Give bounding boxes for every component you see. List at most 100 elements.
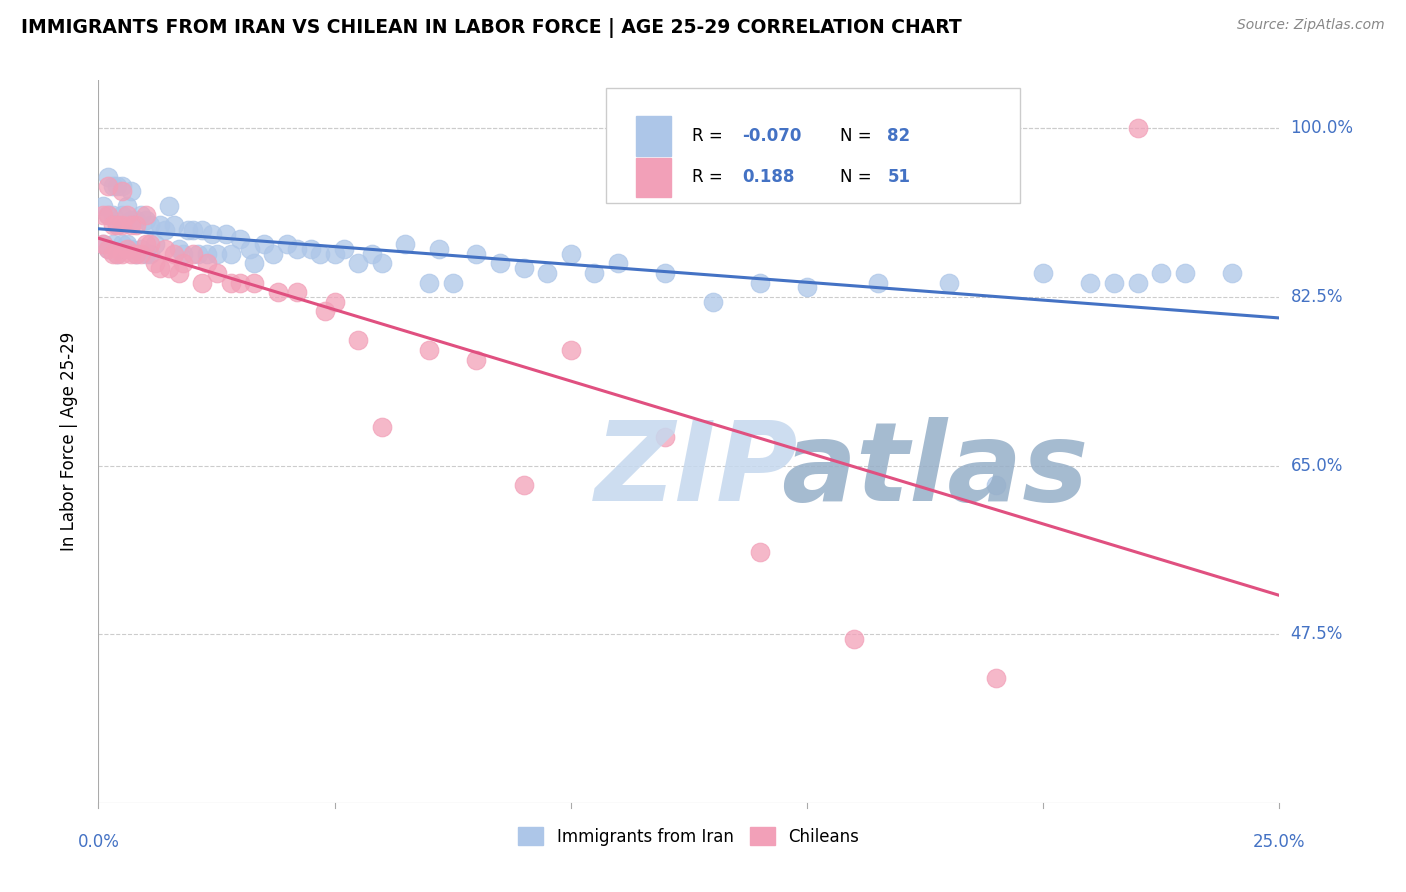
Point [105,246,128,260]
Text: 100.0%: 100.0% [1291,120,1354,137]
FancyBboxPatch shape [636,117,671,156]
Point [285,242,308,256]
Point [371,420,394,434]
Point [844,632,866,646]
Point [111,246,134,260]
Point [243,256,266,270]
Point [427,242,450,256]
Point [748,276,770,290]
Point [866,276,889,290]
Point [97,208,120,222]
Point [135,208,157,222]
Point [253,237,276,252]
Point [111,237,134,252]
Legend: Immigrants from Iran, Chileans: Immigrants from Iran, Chileans [512,821,866,852]
Text: 25.0%: 25.0% [1253,833,1306,851]
Point [1174,266,1197,280]
Point [560,343,582,357]
Text: ZIP: ZIP [595,417,799,524]
Point [172,256,194,270]
Point [129,208,152,222]
Point [314,304,336,318]
Text: In Labor Force | Age 25-29: In Labor Force | Age 25-29 [60,332,77,551]
Point [111,218,134,232]
Point [299,242,322,256]
Point [1102,276,1125,290]
Text: 82.5%: 82.5% [1291,288,1343,306]
Text: 82: 82 [887,127,911,145]
Point [115,237,138,252]
Point [1032,266,1054,280]
Point [97,179,120,194]
Point [177,222,200,236]
Point [512,478,534,492]
Point [139,246,162,260]
Point [243,276,266,290]
Text: N =: N = [841,168,877,186]
Point [115,198,138,212]
Point [111,184,134,198]
Point [371,256,394,270]
Point [129,242,152,256]
Point [489,256,512,270]
Point [191,222,214,236]
Point [111,179,134,194]
Point [121,184,143,198]
Point [181,222,204,236]
Point [181,246,204,260]
Point [149,218,172,232]
Point [195,246,218,260]
Point [1126,276,1149,290]
Point [984,671,1007,685]
Point [139,237,162,252]
Point [560,246,582,260]
Point [796,280,818,294]
Point [191,276,214,290]
Point [654,430,676,444]
Point [748,545,770,559]
Text: -0.070: -0.070 [742,127,801,145]
Point [654,266,676,280]
Point [229,276,252,290]
Point [262,246,284,260]
Point [465,352,488,367]
Point [984,478,1007,492]
Point [97,208,120,222]
Point [101,218,124,232]
Point [91,208,114,222]
Point [187,246,209,260]
Point [125,246,148,260]
Text: Source: ZipAtlas.com: Source: ZipAtlas.com [1237,18,1385,32]
Point [143,237,166,252]
Point [702,294,724,309]
Text: 0.188: 0.188 [742,168,794,186]
Point [125,218,148,232]
Point [135,237,157,252]
Point [1080,276,1102,290]
Point [91,237,114,252]
Point [105,246,128,260]
Point [101,246,124,260]
Point [121,218,143,232]
Point [172,246,194,260]
Point [115,208,138,222]
Point [267,285,290,300]
Text: R =: R = [693,127,728,145]
Text: 0.0%: 0.0% [77,833,120,851]
Point [129,246,152,260]
Point [97,242,120,256]
Point [121,242,143,256]
Point [115,242,138,256]
Point [97,242,120,256]
Point [607,256,630,270]
Point [125,213,148,227]
Point [91,198,114,212]
Point [583,266,606,280]
Point [285,285,308,300]
Point [1150,266,1173,280]
Point [167,242,190,256]
Point [135,246,157,260]
Point [153,242,176,256]
Text: 65.0%: 65.0% [1291,457,1343,475]
FancyBboxPatch shape [636,158,671,197]
